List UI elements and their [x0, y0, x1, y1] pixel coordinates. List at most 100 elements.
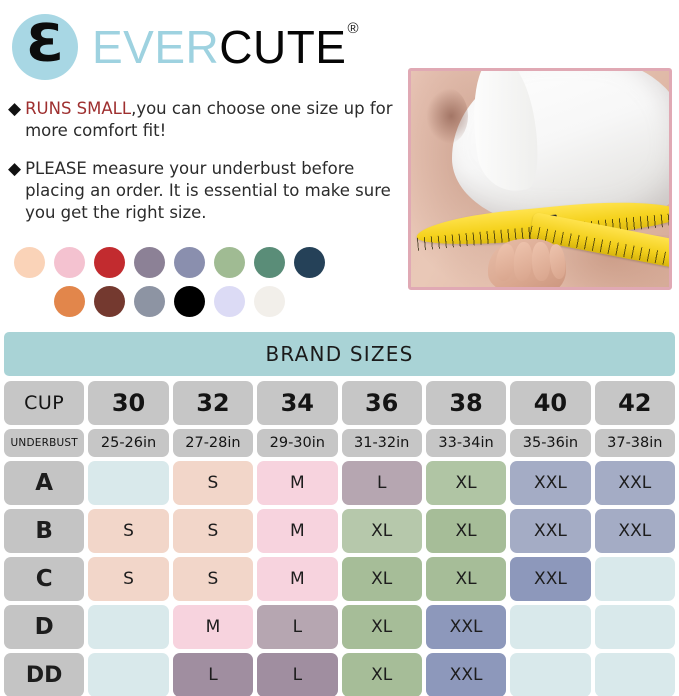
table-header-size-34: 34	[257, 381, 338, 425]
color-swatch-r2-4[interactable]	[214, 285, 245, 317]
registered-trademark-icon: ®	[347, 19, 360, 37]
table-header-size-36: 36	[341, 381, 422, 425]
underbust-measurement-photo	[408, 68, 672, 290]
table-cell-B-30: S	[88, 509, 169, 553]
table-header-underbust-42: 37-38in	[594, 429, 675, 457]
table-banner: BRAND SIZES	[4, 332, 675, 376]
table-header-sizes: CUP 30 32 34 36 38 40 42	[0, 381, 679, 425]
swatch-row-2	[14, 282, 344, 320]
table-row-cup-DD: DD	[4, 653, 85, 696]
table-header-underbust-34: 29-30in	[257, 429, 338, 457]
table-cell-B-38: XL	[425, 509, 507, 553]
table-cell-D-34: L	[257, 605, 338, 649]
table-row: D M L XL XXL	[0, 605, 679, 649]
table-header-underbust-label: UNDERBUST	[4, 429, 85, 457]
color-swatch-r1-1[interactable]	[54, 246, 85, 278]
color-swatch-r2-5[interactable]	[254, 285, 285, 317]
table-row-cup-A: A	[4, 461, 85, 505]
brand-wordmark: EVERCUTE®	[92, 21, 359, 73]
table-header-underbust-38: 33-34in	[425, 429, 507, 457]
color-swatch-r2-3[interactable]	[174, 285, 205, 317]
table-header-size-38: 38	[425, 381, 507, 425]
color-swatch-r1-0[interactable]	[14, 246, 45, 278]
table-header-underbust-32: 27-28in	[172, 429, 254, 457]
table-cell-DD-38: XXL	[425, 653, 507, 696]
brand-logo-icon: Ɛ	[12, 14, 78, 80]
brand-header: Ɛ EVERCUTE®	[0, 8, 400, 86]
note-body: ,you can choose one size up for more com…	[25, 99, 393, 140]
table-header-size-30: 30	[88, 381, 169, 425]
table-cell-A-32: S	[172, 461, 254, 505]
table-row: A S M L XL XXL XXL	[0, 461, 679, 505]
table-header-cup-label: CUP	[4, 381, 85, 425]
color-swatch-r1-2[interactable]	[94, 246, 125, 278]
table-cell-DD-36: XL	[341, 653, 422, 696]
table-row-cup-B: B	[4, 509, 85, 553]
diamond-bullet-icon: ◆	[8, 159, 22, 178]
table-cell-B-42: XXL	[594, 509, 675, 553]
table-cell-A-34: M	[257, 461, 338, 505]
wordmark-ever: EVER	[92, 21, 220, 73]
table-row-cup-C: C	[4, 557, 85, 601]
table-cell-D-40	[510, 605, 591, 649]
swatch-row-1	[14, 243, 344, 281]
table-cell-C-38: XL	[425, 557, 507, 601]
table-cell-DD-34: L	[257, 653, 338, 696]
table-header-size-40: 40	[510, 381, 591, 425]
table-cell-A-30	[88, 461, 169, 505]
table-cell-D-30	[88, 605, 169, 649]
color-swatch-r1-7[interactable]	[294, 246, 325, 278]
table-cell-C-34: M	[257, 557, 338, 601]
table-cell-C-36: XL	[341, 557, 422, 601]
table-header-underbust-36: 31-32in	[341, 429, 422, 457]
color-swatches	[14, 243, 344, 320]
table-row: B S S M XL XL XXL XXL	[0, 509, 679, 553]
table-cell-B-40: XXL	[510, 509, 591, 553]
table-cell-B-34: M	[257, 509, 338, 553]
table-cell-DD-30	[88, 653, 169, 696]
photo-armpit-shadow	[426, 88, 468, 145]
table-row: C S S M XL XL XXL	[0, 557, 679, 601]
wordmark-cute: CUTE	[219, 21, 347, 73]
note-highlight: RUNS SMALL	[25, 99, 132, 118]
table-cell-C-40: XXL	[510, 557, 591, 601]
color-swatch-r1-5[interactable]	[214, 246, 245, 278]
color-swatch-r1-6[interactable]	[254, 246, 285, 278]
table-cell-D-32: M	[172, 605, 254, 649]
table-header-underbust-30: 25-26in	[88, 429, 169, 457]
note-runs-small: ◆ RUNS SMALL,you can choose one size up …	[8, 98, 398, 142]
photo-illustration	[411, 71, 669, 287]
color-swatch-r1-3[interactable]	[134, 246, 165, 278]
color-swatch-r2-1[interactable]	[94, 285, 125, 317]
table-row: DD L L XL XXL	[0, 653, 679, 696]
color-swatch-r1-4[interactable]	[174, 246, 205, 278]
size-table: BRAND SIZES CUP 30 32 34 36 38 40 42 UNDERBUST 2…	[0, 332, 679, 696]
note-text: RUNS SMALL,you can choose one size up fo…	[25, 98, 398, 142]
table-header-size-32: 32	[172, 381, 254, 425]
sizing-notes: ◆ RUNS SMALL,you can choose one size up …	[8, 98, 398, 240]
table-cell-B-36: XL	[341, 509, 422, 553]
logo-epsilon-glyph: Ɛ	[26, 14, 64, 74]
table-cell-A-42: XXL	[594, 461, 675, 505]
diamond-bullet-icon: ◆	[8, 99, 22, 118]
table-header-underbust-40: 35-36in	[510, 429, 591, 457]
table-cell-DD-32: L	[172, 653, 254, 696]
color-swatch-r2-2[interactable]	[134, 285, 165, 317]
table-header-underbust: UNDERBUST 25-26in 27-28in 29-30in 31-32in 33-…	[0, 429, 679, 457]
table-cell-D-36: XL	[341, 605, 422, 649]
table-cell-DD-40	[510, 653, 591, 696]
table-cell-D-42	[594, 605, 675, 649]
note-body: PLEASE measure your underbust before pla…	[25, 159, 391, 222]
color-swatch-r2-0[interactable]	[54, 285, 85, 317]
table-banner-title: BRAND SIZES	[265, 342, 414, 366]
table-body: A S M L XL XXL XXL B S S M XL XL XXL XXL C S S M XL XL XXL D M L…	[0, 461, 679, 696]
table-header-size-42: 42	[594, 381, 675, 425]
table-cell-B-32: S	[172, 509, 254, 553]
table-cell-DD-42	[594, 653, 675, 696]
table-row-cup-D: D	[4, 605, 85, 649]
note-measure-underbust: ◆ PLEASE measure your underbust before p…	[8, 158, 398, 224]
table-cell-A-38: XL	[425, 461, 507, 505]
table-cell-C-30: S	[88, 557, 169, 601]
table-cell-C-32: S	[172, 557, 254, 601]
